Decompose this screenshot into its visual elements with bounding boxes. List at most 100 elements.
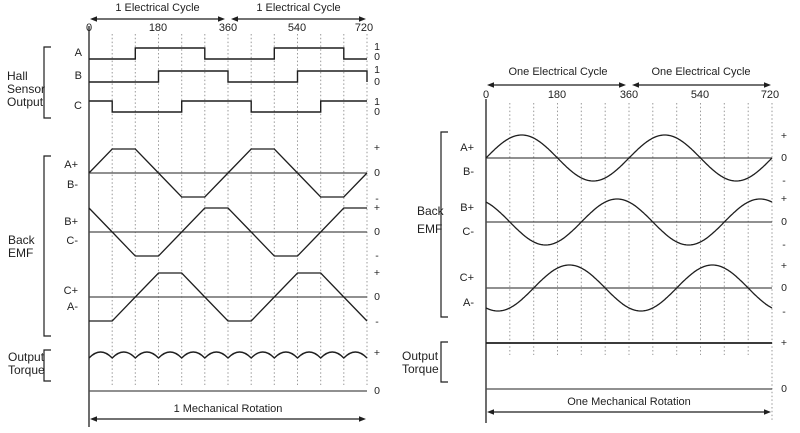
right-electrical-cycle-arrow-1-arrowhead-right bbox=[619, 82, 626, 88]
left-emf-row1-plus-level: + bbox=[373, 142, 381, 154]
right-emf-row3-neg-label: A- bbox=[463, 297, 474, 309]
left-emf-row3-minus-level: - bbox=[375, 316, 379, 328]
left-tick-540: 540 bbox=[287, 22, 307, 34]
left-tick-180: 180 bbox=[148, 22, 168, 34]
right-emf-row3-plus-level: + bbox=[780, 260, 788, 272]
right-torque-group-label-line1: Output bbox=[402, 349, 439, 363]
right-mechanical-rotation-arrow-arrowhead-left bbox=[487, 409, 494, 415]
right-tick-180: 180 bbox=[547, 89, 567, 101]
right-emf-row3-minus-level: - bbox=[782, 306, 786, 318]
left-hall-a-low-level: 0 bbox=[374, 51, 380, 63]
left-mechanical-rotation-arrow-arrowhead-right bbox=[359, 416, 366, 422]
left-emf-row3-trace bbox=[89, 272, 368, 322]
left-emf-row1-neg-label: B- bbox=[67, 179, 78, 191]
left-emf-row2-minus-level: - bbox=[375, 250, 379, 262]
right-tick-360: 360 bbox=[619, 89, 639, 101]
left-emf-row2-neg-label: C- bbox=[66, 235, 78, 247]
right-emf-row2-trace bbox=[485, 198, 773, 246]
left-emf-row3-zero-level: 0 bbox=[374, 291, 380, 303]
right-emf-row2-pos-label: B+ bbox=[460, 202, 474, 214]
right-tick-720: 720 bbox=[760, 89, 780, 101]
left-hall-bracket bbox=[43, 46, 51, 119]
left-hall-trace-b bbox=[89, 70, 368, 83]
left-electrical-cycle-arrow-2-arrowhead-right bbox=[359, 16, 366, 22]
left-emf-row2-pos-label: B+ bbox=[64, 216, 78, 228]
left-torque-zero-level: 0 bbox=[374, 385, 380, 397]
left-hall-trace-b-label: B bbox=[74, 70, 82, 82]
left-hall-trace-c-label: C bbox=[74, 100, 82, 112]
right-emf-row1-trace bbox=[485, 134, 773, 182]
right-emf-group-label-line2: EMF bbox=[417, 222, 443, 236]
right-torque-zero-level: 0 bbox=[781, 383, 787, 395]
right-torque-plus-level: + bbox=[780, 337, 788, 349]
left-emf-row2-trace bbox=[88, 207, 367, 257]
right-emf-row3-trace bbox=[485, 264, 773, 312]
right-electrical-cycle-arrow-2-arrowhead-left bbox=[632, 82, 639, 88]
right-mech-rotation-label: One Mechanical Rotation bbox=[567, 396, 691, 408]
left-torque-bracket bbox=[43, 349, 51, 382]
left-hall-trace-c bbox=[89, 100, 367, 113]
left-emf-row3-neg-label: A- bbox=[67, 301, 78, 313]
right-tick-0: 0 bbox=[482, 89, 490, 101]
left-emf-group-label: Back EMF bbox=[8, 234, 35, 260]
right-torque-group-label: Output Torque bbox=[402, 350, 439, 376]
left-cycle-label-1: 1 Electrical Cycle bbox=[115, 2, 200, 14]
left-emf-row2-plus-level: + bbox=[373, 202, 381, 214]
left-torque-plus-level: + bbox=[373, 347, 381, 359]
left-torque-ripple-trace bbox=[88, 351, 368, 360]
left-mechanical-rotation-arrow-arrowhead-left bbox=[90, 416, 97, 422]
left-hall-group-label-line3: Output bbox=[7, 95, 44, 109]
left-electrical-cycle-arrow-1-arrowhead-left bbox=[90, 16, 97, 22]
left-electrical-cycle-arrow-2-arrowhead-left bbox=[231, 16, 238, 22]
left-emf-row3-plus-level: + bbox=[373, 267, 381, 279]
right-emf-row2-neg-label: C- bbox=[462, 226, 474, 238]
left-mech-rotation-label: 1 Mechanical Rotation bbox=[173, 403, 283, 415]
left-emf-row1-zero-level: 0 bbox=[374, 167, 380, 179]
right-torque-bracket bbox=[440, 341, 448, 383]
left-emf-row1-trace bbox=[88, 148, 368, 198]
left-hall-group-label-line1: Hall bbox=[7, 69, 28, 83]
right-electrical-cycle-arrow-2-arrowhead-right bbox=[764, 82, 771, 88]
right-tick-540: 540 bbox=[690, 89, 710, 101]
left-emf-group-label-line1: Back bbox=[8, 233, 35, 247]
right-emf-group-label-line1: Back bbox=[417, 204, 444, 218]
right-cycle-label-2: One Electrical Cycle bbox=[651, 66, 751, 78]
right-electrical-cycle-arrow-1-arrowhead-left bbox=[487, 82, 494, 88]
right-emf-row1-plus-level: + bbox=[780, 130, 788, 142]
left-emf-row1-pos-label: A+ bbox=[64, 159, 78, 171]
right-emf-row3-zero-level: 0 bbox=[781, 282, 787, 294]
left-hall-c-high-level: 1 bbox=[374, 96, 380, 108]
right-emf-row2-plus-level: + bbox=[780, 193, 788, 205]
left-tick-720: 720 bbox=[354, 22, 374, 34]
right-emf-row1-minus-level: - bbox=[782, 175, 786, 187]
left-torque-group-label-line1: Output bbox=[8, 350, 45, 364]
right-emf-row3-pos-label: C+ bbox=[459, 272, 474, 284]
right-torque-group-label-line2: Torque bbox=[402, 362, 439, 376]
right-emf-row2-minus-level: - bbox=[782, 239, 786, 251]
left-emf-bracket bbox=[43, 155, 51, 337]
right-emf-row1-zero-level: 0 bbox=[781, 152, 787, 164]
left-hall-b-low-level: 0 bbox=[374, 76, 380, 88]
right-emf-bracket bbox=[440, 131, 448, 318]
left-torque-group-label: Output Torque bbox=[8, 351, 45, 377]
right-mechanical-rotation-arrow-arrowhead-right bbox=[764, 409, 771, 415]
right-emf-row1-neg-label: B- bbox=[463, 166, 474, 178]
left-emf-group-label-line2: EMF bbox=[8, 246, 34, 260]
left-hall-b-high-level: 1 bbox=[374, 64, 380, 76]
left-electrical-cycle-arrow-1-arrowhead-right bbox=[218, 16, 225, 22]
right-cycle-label-1: One Electrical Cycle bbox=[508, 66, 608, 78]
left-torque-group-label-line2: Torque bbox=[8, 363, 45, 377]
left-tick-360: 360 bbox=[218, 22, 238, 34]
left-emf-row2-zero-level: 0 bbox=[374, 226, 380, 238]
left-cycle-label-2: 1 Electrical Cycle bbox=[256, 2, 341, 14]
left-tick-0: 0 bbox=[85, 22, 93, 34]
left-hall-trace-a bbox=[89, 47, 367, 60]
left-hall-group-label: Hall Sensor Output bbox=[7, 70, 45, 109]
right-emf-row2-zero-level: 0 bbox=[781, 216, 787, 228]
right-emf-row1-pos-label: A+ bbox=[460, 142, 474, 154]
left-hall-group-label-line2: Sensor bbox=[7, 82, 46, 96]
left-hall-trace-a-label: A bbox=[74, 47, 82, 59]
left-hall-c-low-level: 0 bbox=[374, 106, 380, 118]
